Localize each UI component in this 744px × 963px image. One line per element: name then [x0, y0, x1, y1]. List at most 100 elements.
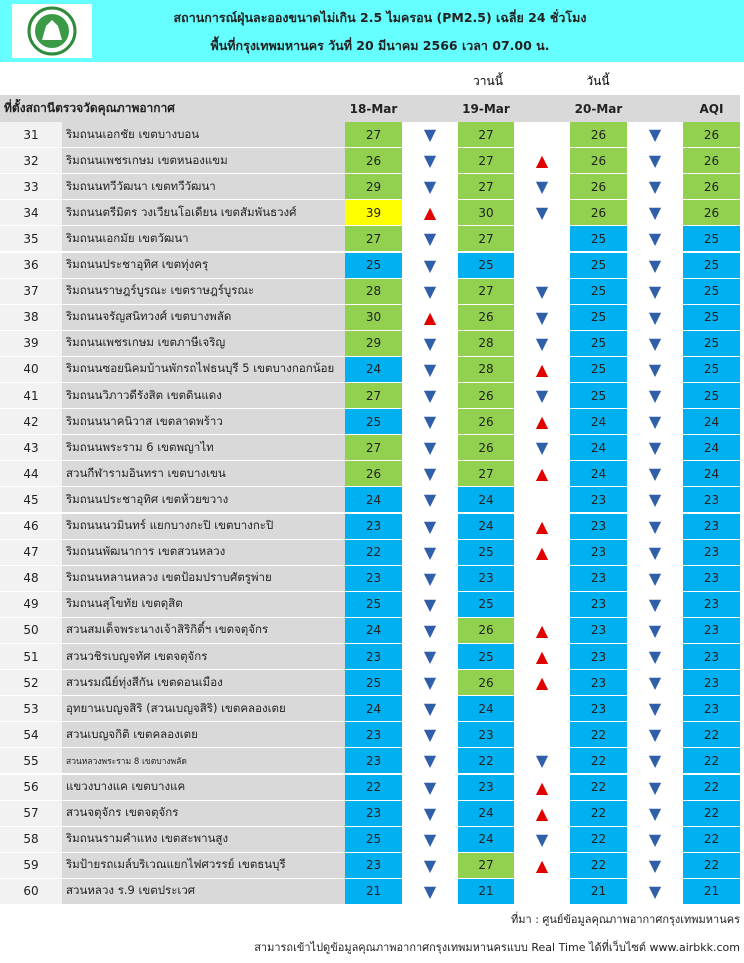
station-name: ริมถนนหลานหลวง เขตป้อมปราบศัตรูพ่าย: [62, 565, 345, 592]
pm25-value: 23: [345, 565, 402, 592]
pm25-value: 27: [345, 383, 402, 410]
pm25-value: 25: [345, 591, 402, 618]
trend-arrow: ▼: [402, 592, 458, 618]
pm25-value: 21: [345, 878, 402, 905]
trend-arrow: ▼: [402, 566, 458, 592]
trend-arrow: ▼: [627, 722, 683, 749]
station-name: สวนหลวงพระราม 8 เขตบางพลัด: [62, 748, 345, 775]
trend-arrow: ▼: [402, 853, 458, 879]
trend-arrow: ▼: [402, 409, 458, 436]
pm25-value: 22: [570, 826, 627, 853]
aqi-value: 24: [683, 461, 740, 488]
pm25-value: 25: [570, 330, 627, 357]
trend-arrow: ▲: [402, 305, 458, 331]
pm25-value: 25: [570, 226, 627, 253]
aqi-value: 23: [683, 617, 740, 644]
pm25-value: 27: [458, 148, 514, 175]
row-number: 54: [0, 722, 62, 749]
row-number: 49: [0, 591, 62, 618]
row-number: 37: [0, 278, 62, 305]
trend-arrow: ▲: [514, 801, 570, 827]
pm25-value: 24: [458, 696, 514, 723]
pm25-value: 25: [570, 278, 627, 305]
pm25-value: 26: [570, 122, 627, 149]
row-number: 51: [0, 644, 62, 671]
trend-arrow: ▼: [402, 174, 458, 201]
trend-arrow: ▲: [402, 200, 458, 227]
aqi-value: 25: [683, 304, 740, 331]
trend-arrow: ▼: [402, 618, 458, 644]
trend-arrow: ▼: [402, 670, 458, 697]
pm25-value: 25: [570, 252, 627, 279]
trend-arrow: ▲: [514, 670, 570, 697]
trend-arrow: ▼: [402, 357, 458, 383]
pm25-value: 39: [345, 200, 402, 227]
pm25-value: 22: [458, 748, 514, 775]
trend-arrow: ▼: [627, 618, 683, 644]
aqi-value: 26: [683, 200, 740, 227]
pm25-value: 24: [345, 617, 402, 644]
pm25-value: 25: [458, 539, 514, 566]
pm25-value: 24: [345, 356, 402, 383]
trend-arrow: ▼: [627, 566, 683, 592]
source: ที่มา : ศูนย์ข้อมูลคุณภาพอากาศกรุงเทพมหา…: [511, 913, 740, 926]
pm25-value: 27: [458, 226, 514, 253]
aqi-value: 25: [683, 278, 740, 305]
pm25-value: 24: [570, 461, 627, 488]
trend-arrow: ▲: [514, 514, 570, 540]
station-name: ริมป้ายรถเมล์บริเวณแยกไฟศวรรย์ เขตธนบุรี: [62, 852, 345, 879]
trend-arrow: ▼: [627, 670, 683, 697]
trend-arrow: ▼: [627, 383, 683, 410]
station-name: ริมถนนประชาอุทิศ เขตทุ่งครุ: [62, 252, 345, 279]
column-header: 20-Mar: [574, 101, 623, 116]
trend-arrow: ▼: [627, 487, 683, 514]
aqi-value: 25: [683, 383, 740, 410]
row-number: 60: [0, 878, 62, 905]
trend-arrow: ▼: [402, 748, 458, 775]
trend-arrow: ▼: [402, 879, 458, 905]
pm25-value: 23: [458, 774, 514, 801]
pm25-value: 23: [345, 644, 402, 671]
trend-arrow: ▲: [514, 775, 570, 801]
pm25-value: 25: [345, 252, 402, 279]
trend-arrow: ▼: [402, 827, 458, 853]
aqi-value: 22: [683, 852, 740, 879]
pm25-value: 25: [570, 356, 627, 383]
trend-arrow: ▼: [402, 696, 458, 723]
trend-arrow: ▼: [627, 305, 683, 331]
trend-arrow: ▲: [514, 618, 570, 644]
pm25-value: 30: [458, 200, 514, 227]
trend-arrow: ▼: [402, 226, 458, 253]
row-number: 57: [0, 800, 62, 827]
trend-arrow: ▼: [627, 279, 683, 305]
row-number: 39: [0, 330, 62, 357]
pm25-value: 24: [570, 435, 627, 462]
trend-arrow: ▼: [402, 514, 458, 540]
trend-arrow: ▼: [627, 200, 683, 227]
pm25-value: 22: [570, 800, 627, 827]
trend-arrow: ▼: [627, 409, 683, 436]
station-name: ริมถนนราษฎร์บูรณะ เขตราษฎร์บูรณะ: [62, 278, 345, 305]
pm25-value: 22: [570, 852, 627, 879]
pm25-value: 21: [570, 878, 627, 905]
aqi-value: 26: [683, 174, 740, 201]
aqi-value: 23: [683, 539, 740, 566]
trend-arrow: ▼: [402, 801, 458, 827]
pm25-value: 25: [570, 304, 627, 331]
trend-arrow: ▼: [627, 748, 683, 775]
pm25-value: 25: [458, 591, 514, 618]
row-number: 38: [0, 304, 62, 331]
aqi-value: 23: [683, 565, 740, 592]
trend-arrow: ▼: [627, 226, 683, 253]
trend-arrow: ▼: [514, 174, 570, 201]
pm25-value: 26: [458, 670, 514, 697]
station-name: สวนเบญจกิติ เขตคลองเตย: [62, 722, 345, 749]
station-name: สวนวชิรเบญจทัศ เขตจตุจักร: [62, 644, 345, 671]
pm25-value: 21: [458, 878, 514, 905]
pm25-value: 26: [345, 461, 402, 488]
station-name: ริมถนนพัฒนาการ เขตสวนหลวง: [62, 539, 345, 566]
pm25-value: 23: [570, 644, 627, 671]
aqi-value: 22: [683, 722, 740, 749]
station-name: ริมถนนซอยนิคมบ้านพักรถไฟธนบุรี 5 เขตบางก…: [62, 356, 345, 383]
